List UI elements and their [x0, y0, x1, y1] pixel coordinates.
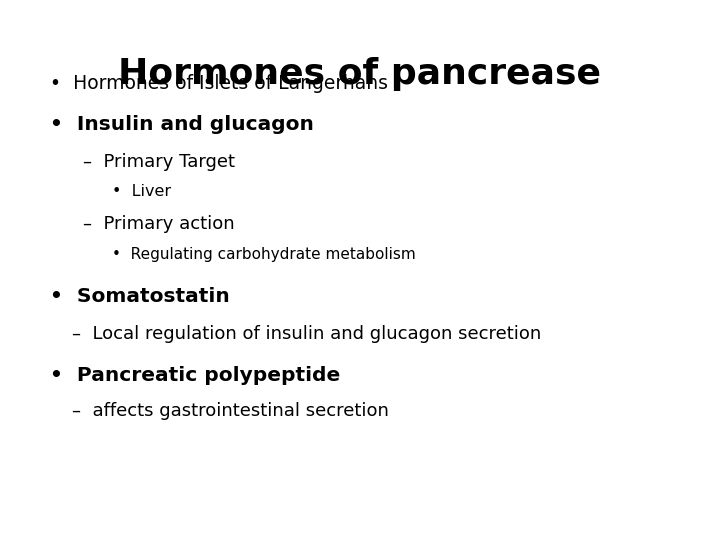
Text: –  Primary Target: – Primary Target [83, 153, 235, 171]
Text: •  Liver: • Liver [112, 184, 171, 199]
Text: •  Regulating carbohydrate metabolism: • Regulating carbohydrate metabolism [112, 247, 415, 262]
Text: •  Hormones of Islets of Langerhans: • Hormones of Islets of Langerhans [50, 74, 388, 93]
Text: •  Somatostatin: • Somatostatin [50, 287, 230, 307]
Text: •  Pancreatic polypeptide: • Pancreatic polypeptide [50, 366, 341, 385]
Text: –  Primary action: – Primary action [83, 215, 235, 233]
Text: •  Insulin and glucagon: • Insulin and glucagon [50, 114, 314, 134]
Text: Hormones of pancrease: Hormones of pancrease [119, 57, 601, 91]
Text: –  Local regulation of insulin and glucagon secretion: – Local regulation of insulin and glucag… [72, 325, 541, 343]
Text: –  affects gastrointestinal secretion: – affects gastrointestinal secretion [72, 402, 389, 421]
